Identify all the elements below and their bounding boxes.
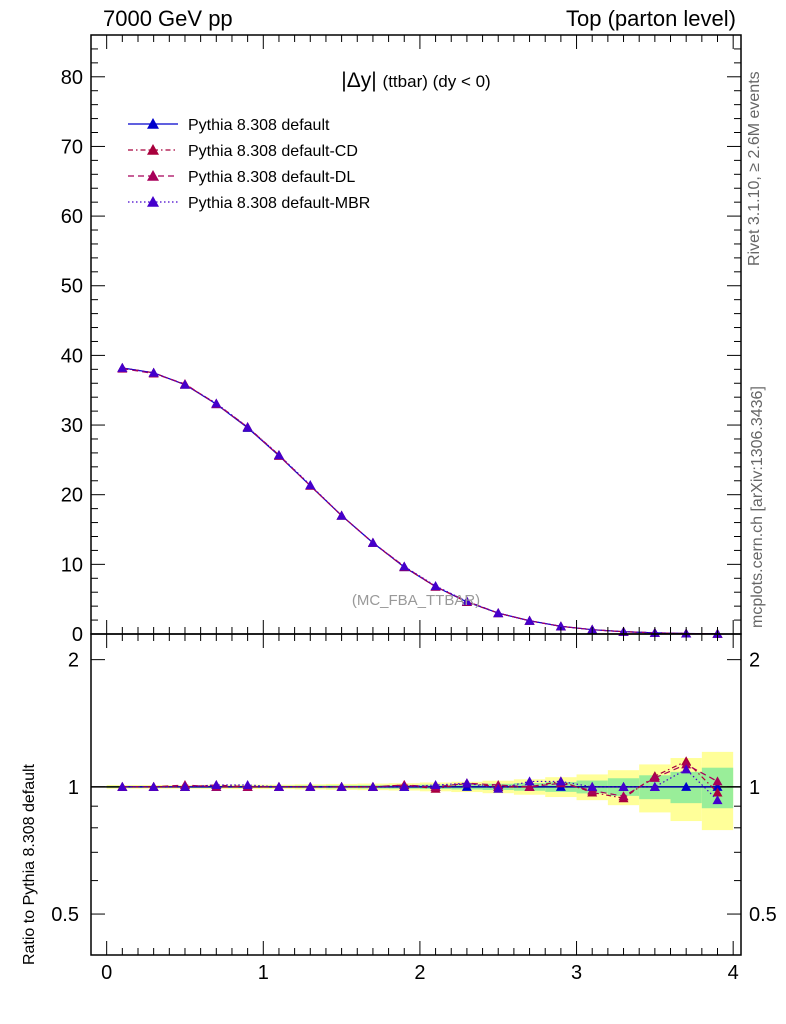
legend-label: Pythia 8.308 default-CD bbox=[188, 143, 358, 160]
ratio-point bbox=[618, 781, 629, 791]
data-point bbox=[211, 398, 222, 408]
ratio-y-tick-label: 0.5 bbox=[51, 904, 79, 926]
y-tick-label: 80 bbox=[61, 67, 83, 89]
ratio-y-axis-label: Ratio to Pythia 8.308 default bbox=[21, 763, 38, 965]
legend-label: Pythia 8.308 default-DL bbox=[188, 169, 355, 186]
data-point bbox=[555, 621, 566, 631]
ratio-series bbox=[117, 756, 723, 805]
ratio-point bbox=[618, 791, 629, 801]
data-point bbox=[524, 615, 535, 625]
plot-title: |Δy| (ttbar) (dy < 0) bbox=[341, 69, 490, 92]
y-tick-label: 60 bbox=[61, 206, 83, 228]
ratio-point bbox=[524, 776, 535, 786]
data-point bbox=[242, 422, 253, 432]
ratio-point bbox=[649, 781, 660, 791]
data-point bbox=[117, 362, 128, 372]
y-tick-label: 70 bbox=[61, 136, 83, 158]
data-point bbox=[179, 379, 190, 389]
data-point bbox=[305, 479, 316, 489]
ratio-point bbox=[148, 781, 159, 791]
x-tick-label: 4 bbox=[728, 962, 739, 984]
ratio-y-tick-label-right: 2 bbox=[749, 650, 760, 672]
ratio-point bbox=[712, 787, 723, 797]
ratio-point bbox=[399, 781, 410, 791]
legend-marker bbox=[147, 196, 159, 207]
ratio-y-tick-label: 1 bbox=[68, 777, 79, 799]
legend-label: Pythia 8.308 default bbox=[188, 117, 330, 134]
main-series bbox=[117, 362, 723, 638]
y-tick-label: 30 bbox=[61, 415, 83, 437]
y-tick-label: 20 bbox=[61, 485, 83, 507]
data-point bbox=[273, 449, 284, 459]
ratio-point bbox=[555, 776, 566, 786]
ratio-uncertainty-bands bbox=[91, 751, 741, 831]
header-right: Top (parton level) bbox=[566, 6, 736, 31]
ratio-point bbox=[681, 781, 692, 791]
ratio-point bbox=[587, 781, 598, 791]
ratio-point bbox=[461, 778, 472, 788]
data-point bbox=[493, 608, 504, 618]
ratio-point bbox=[493, 783, 504, 793]
legend: Pythia 8.308 default Pythia 8.308 default… bbox=[128, 117, 370, 212]
x-tick-label: 2 bbox=[414, 962, 425, 984]
ratio-point bbox=[681, 764, 692, 774]
x-tick-label: 3 bbox=[571, 962, 582, 984]
ratio-point bbox=[712, 795, 723, 805]
ratio-y-tick-label: 2 bbox=[68, 650, 79, 672]
ratio-point bbox=[305, 781, 316, 791]
legend-label: Pythia 8.308 default-MBR bbox=[188, 195, 370, 212]
ratio-point bbox=[242, 780, 253, 790]
ratio-frame bbox=[90, 633, 742, 956]
ratio-y-tick-label-right: 1 bbox=[749, 777, 760, 799]
data-point bbox=[399, 561, 410, 571]
ratio-y-tick-label-right: 0.5 bbox=[749, 904, 777, 926]
ratio-point bbox=[336, 781, 347, 791]
axes: 0 10 20 30 40 50 60 70 80 0 1 2 3 4 0.5 0.5 1 1 2 2 Ratio to… bbox=[21, 34, 777, 984]
data-point bbox=[461, 596, 472, 606]
legend-marker bbox=[147, 170, 159, 181]
ratio-point bbox=[179, 781, 190, 791]
x-tick-label: 0 bbox=[101, 962, 112, 984]
titles: |Δy| (ttbar) (dy < 0) (MC_FBA_TTBAR) bbox=[341, 69, 490, 609]
series-line-3 bbox=[122, 367, 718, 635]
ratio-point bbox=[649, 772, 660, 782]
data-point bbox=[148, 367, 159, 377]
ratio-point bbox=[211, 780, 222, 790]
data-point bbox=[367, 537, 378, 547]
data-point bbox=[336, 510, 347, 520]
header-left: 7000 GeV pp bbox=[103, 6, 233, 31]
legend-marker bbox=[147, 118, 159, 129]
legend-marker bbox=[147, 144, 159, 155]
x-tick-label: 1 bbox=[258, 962, 269, 984]
data-point bbox=[430, 580, 441, 590]
ratio-point bbox=[117, 781, 128, 791]
ratio-point bbox=[712, 781, 723, 791]
ratio-point bbox=[273, 781, 284, 791]
y-tick-label: 50 bbox=[61, 276, 83, 298]
analysis-watermark: (MC_FBA_TTBAR) bbox=[352, 592, 480, 609]
y-tick-label: 10 bbox=[61, 554, 83, 576]
y-tick-label: 40 bbox=[61, 345, 83, 367]
ratio-point bbox=[712, 776, 723, 786]
ratio-point bbox=[430, 780, 441, 790]
ratio-point bbox=[681, 759, 692, 769]
y-tick-label: 0 bbox=[72, 624, 83, 646]
ratio-point bbox=[367, 781, 378, 791]
ratio-point bbox=[524, 781, 535, 791]
